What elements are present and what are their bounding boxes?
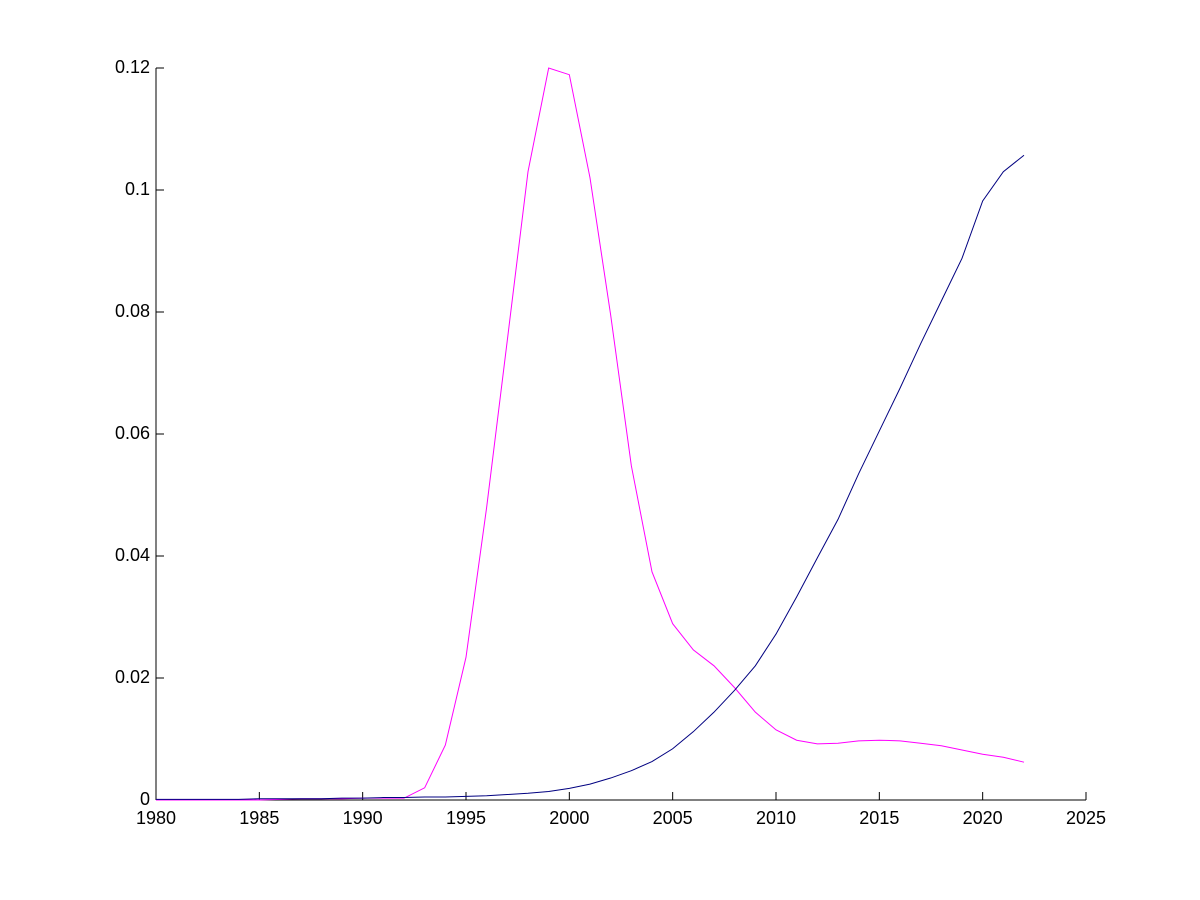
x-tick-label: 2000 [549, 808, 589, 828]
y-tick-label: 0.02 [115, 667, 150, 687]
series-line [156, 154, 1025, 800]
x-tick-label: 2025 [1066, 808, 1106, 828]
y-tick-label: 0.08 [115, 301, 150, 321]
x-tick-label: 1980 [136, 808, 176, 828]
y-tick-label: 0.12 [115, 57, 150, 77]
y-tick-label: 0.04 [115, 545, 150, 565]
x-tick-label: 2020 [963, 808, 1003, 828]
x-tick-label: 1990 [343, 808, 383, 828]
x-tick-label: 1985 [239, 808, 279, 828]
x-tick-label: 2005 [653, 808, 693, 828]
x-tick-label: 1995 [446, 808, 486, 828]
x-tick-label: 2010 [756, 808, 796, 828]
y-tick-label: 0.06 [115, 423, 150, 443]
y-tick-label: 0.1 [125, 179, 150, 199]
y-tick-label: 0 [140, 789, 150, 809]
x-tick-label: 2015 [859, 808, 899, 828]
